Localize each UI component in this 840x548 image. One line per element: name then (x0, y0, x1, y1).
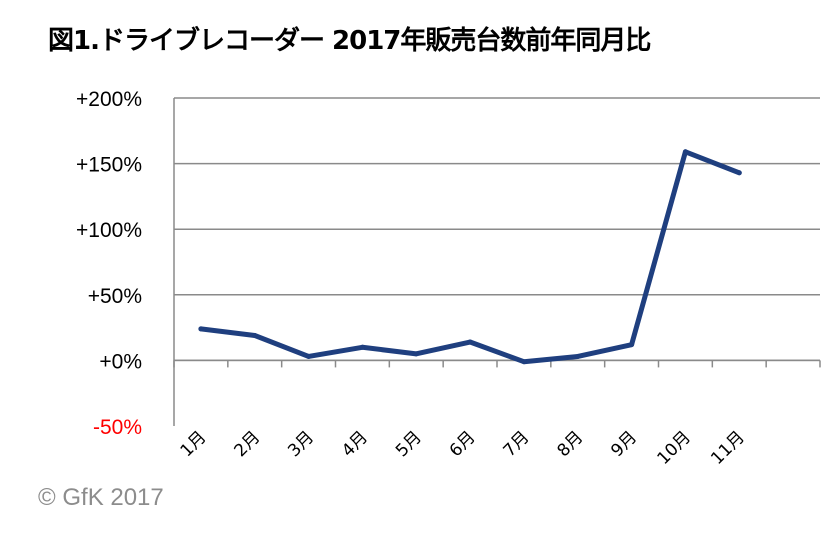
x-tick-label: 7月 (500, 427, 534, 461)
data-point (736, 170, 742, 176)
series-line (198, 149, 742, 365)
x-tick-label: 10月 (653, 427, 694, 468)
x-tick-label: 9月 (607, 427, 641, 461)
y-tick-label: +100% (76, 219, 142, 242)
data-point (521, 359, 527, 365)
y-tick-labels: +200% +150% +100% +50% +0% -50% (76, 88, 142, 439)
y-tick-label: +50% (88, 285, 142, 308)
chart-title: 図1.ドライブレコーダー 2017年販売台数前年同月比 (48, 26, 651, 56)
x-tick-label: 5月 (392, 427, 426, 461)
y-tick-label: -50% (93, 416, 142, 439)
x-tick-labels: 1月 2月 3月 4月 5月 6月 7月 8月 9月 10月 11月 (177, 427, 749, 468)
data-point (359, 344, 365, 350)
data-point (306, 353, 312, 359)
data-point (575, 353, 581, 359)
data-point (467, 339, 473, 345)
series-lines (198, 149, 742, 365)
data-point (629, 342, 635, 348)
copyright-notice: © GfK 2017 (38, 484, 164, 511)
y-tick-label: +200% (76, 88, 142, 111)
x-tick-label: 6月 (446, 427, 480, 461)
y-tick-label: +150% (76, 154, 142, 177)
data-point (252, 332, 258, 338)
axes (173, 98, 821, 426)
x-tick-label: 3月 (284, 427, 318, 461)
x-tick-label: 11月 (707, 427, 748, 468)
data-point (413, 351, 419, 357)
data-point (198, 326, 204, 332)
x-tick-label: 8月 (553, 427, 587, 461)
y-tick-label: +0% (99, 350, 142, 373)
x-tick-label: 4月 (338, 427, 372, 461)
x-tick-label: 1月 (177, 427, 211, 461)
gridlines (174, 97, 820, 362)
x-tick-label: 2月 (230, 427, 264, 461)
data-point (682, 149, 688, 155)
